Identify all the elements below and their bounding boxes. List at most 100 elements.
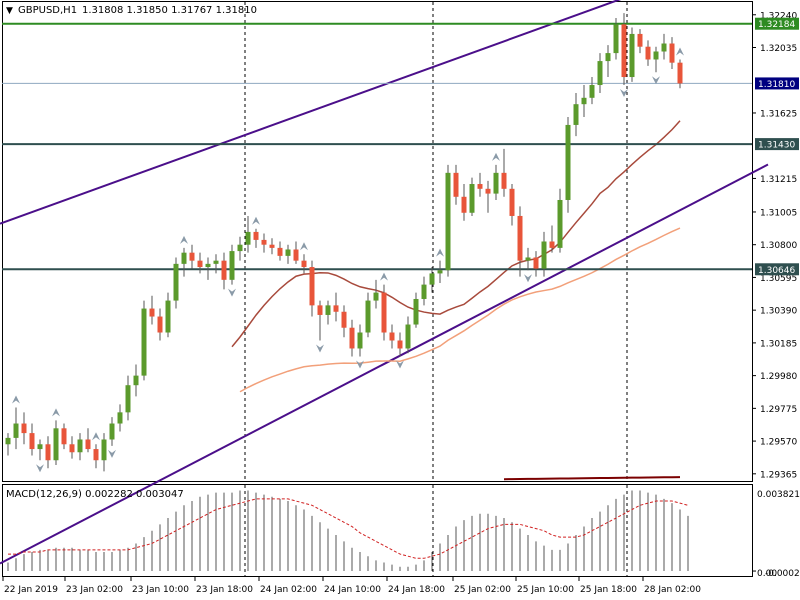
horizontal-levels <box>2 22 752 271</box>
bull-candle-body <box>629 33 635 78</box>
bear-candle-body <box>549 241 555 248</box>
bull-candle-body <box>581 97 587 105</box>
bull-candle-body <box>37 444 43 450</box>
chart-ohlc: 1.31808 1.31850 1.31767 1.31810 <box>82 5 257 16</box>
bear-candle-body <box>333 305 339 312</box>
bear-candle-body <box>477 184 483 189</box>
fractal-up-arrow-icon <box>676 47 684 56</box>
trend-channel <box>0 0 769 565</box>
bear-candle-body <box>69 444 75 453</box>
bear-candle-body <box>221 260 227 280</box>
bear-candle-body <box>621 24 627 78</box>
macd-signal-line <box>8 498 689 559</box>
price-tick-label: 1.29570 <box>760 438 797 448</box>
moving-averages <box>231 120 681 481</box>
price-markers: 1.32184 1.31810 1.31430 1.30646 <box>755 17 799 276</box>
bull-candle-body <box>125 385 131 413</box>
bear-candle-body <box>93 449 99 461</box>
price-marker-label: 1.30646 <box>758 266 795 276</box>
bull-candle-body <box>205 263 211 268</box>
price-tick-label: 1.29775 <box>760 405 797 415</box>
bull-candle-body <box>437 270 443 274</box>
bear-candle-body <box>21 423 27 434</box>
macd-axis-zero: 0.00 <box>757 569 777 579</box>
time-tick-label: 25 Jan 10:00 <box>517 585 574 595</box>
bull-candle-body <box>101 439 107 461</box>
time-tick-label: 24 Jan 10:00 <box>324 585 381 595</box>
bear-candle-body <box>397 340 403 349</box>
bull-candle-body <box>429 273 435 285</box>
bear-candle-body <box>349 327 355 349</box>
price-tick-label: 1.31625 <box>760 109 797 119</box>
fractal-arrows <box>12 47 684 473</box>
bear-candle-body <box>149 308 155 317</box>
dropdown-arrow-icon[interactable]: ▼ <box>6 6 13 16</box>
bear-candle-body <box>677 62 683 84</box>
bear-candle-body <box>645 46 651 60</box>
bull-candle-body <box>541 241 547 269</box>
bear-candle-body <box>637 33 643 47</box>
bear-candle-body <box>381 292 387 333</box>
macd-label: MACD(12,26,9) 0.002282 0.003047 <box>6 489 184 500</box>
bull-candle-body <box>557 199 563 248</box>
channel-upper-line <box>0 0 622 225</box>
fractal-up-arrow-icon <box>492 152 500 161</box>
bear-candle-body <box>533 257 539 269</box>
price-tick-label: 1.31215 <box>760 175 797 185</box>
bull-candle-body <box>573 104 579 125</box>
time-axis: 22 Jan 2019 23 Jan 02:00 23 Jan 10:00 23 Ja… <box>2 577 701 595</box>
time-tick-label: 28 Jan 02:00 <box>644 585 701 595</box>
bull-candle-body <box>661 43 667 52</box>
bear-candle-body <box>85 439 91 450</box>
fractal-down-arrow-icon <box>652 76 660 85</box>
fractal-up-arrow-icon <box>380 272 388 281</box>
ma-mid-line <box>239 227 681 393</box>
bull-candle-body <box>653 51 659 60</box>
price-tick-label: 1.30800 <box>760 241 797 251</box>
bear-candle-body <box>301 260 307 268</box>
macd-indicator <box>7 490 756 572</box>
bull-candle-body <box>181 252 187 264</box>
bear-candle-body <box>461 196 467 213</box>
fractal-down-arrow-icon <box>356 360 364 369</box>
price-marker-label: 1.32184 <box>758 20 795 30</box>
time-tick-label: 23 Jan 02:00 <box>66 585 123 595</box>
fractal-down-arrow-icon <box>108 449 116 458</box>
bear-candle-body <box>61 428 67 445</box>
bull-candle-body <box>173 263 179 301</box>
fractal-down-arrow-icon <box>524 274 532 283</box>
bull-candle-body <box>613 24 619 54</box>
bear-candle-body <box>509 188 515 216</box>
bull-candle-body <box>413 298 419 325</box>
bear-candle-body <box>389 332 395 341</box>
fractal-up-arrow-icon <box>12 395 20 404</box>
bull-candle-body <box>237 244 243 252</box>
fractal-up-arrow-icon <box>252 216 260 225</box>
fractal-down-arrow-icon <box>228 288 236 297</box>
bull-candle-body <box>53 428 59 461</box>
bull-candle-body <box>141 308 147 376</box>
price-marker-box <box>755 77 799 90</box>
bear-candle-body <box>269 244 275 248</box>
price-tick-label: 1.29365 <box>760 470 797 480</box>
channel-lower-line <box>0 163 769 565</box>
price-marker-label: 1.31430 <box>758 141 795 151</box>
time-tick-label: 22 Jan 2019 <box>4 585 58 595</box>
macd-axis-bottom: -0.000234 <box>765 569 800 579</box>
bull-candle-body <box>357 332 363 349</box>
bull-candle-body <box>493 172 499 194</box>
time-tick-label: 24 Jan 02:00 <box>260 585 317 595</box>
bear-candle-body <box>453 172 459 197</box>
chart-symbol: GBPUSD,H1 <box>18 5 77 16</box>
bear-candle-body <box>29 433 35 450</box>
fractal-down-arrow-icon <box>316 344 324 353</box>
price-tick-label: 1.32240 <box>760 11 797 21</box>
price-tick-label: 1.29980 <box>760 372 797 382</box>
bear-candle-body <box>189 252 195 261</box>
fractal-up-arrow-icon <box>92 432 100 441</box>
bear-candle-body <box>45 444 51 461</box>
fractal-up-arrow-icon <box>180 235 188 244</box>
ma-fast-line <box>231 120 681 348</box>
candlesticks <box>5 13 683 472</box>
